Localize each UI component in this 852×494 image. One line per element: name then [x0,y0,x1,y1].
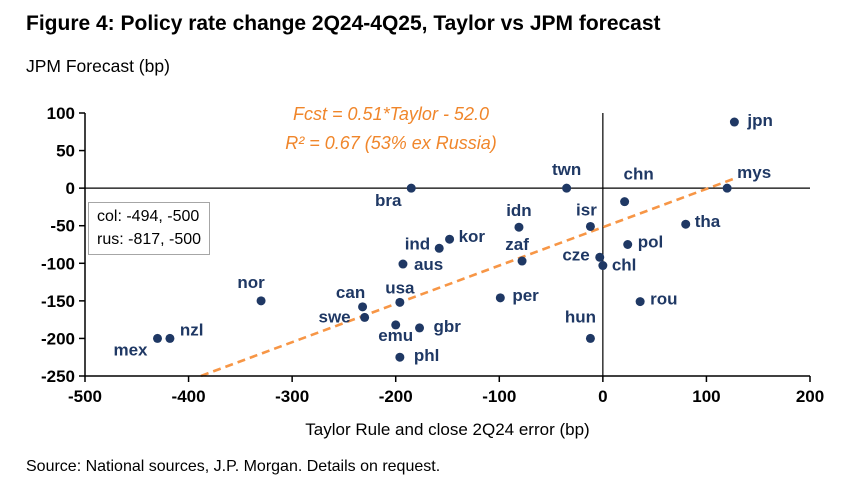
x-tick-label: 200 [796,387,824,406]
x-tick-label: 0 [598,387,607,406]
scatter-plot: 100 50 0 -50 -100 -150 -200 -250-500 -400 -300 -20… [41,104,824,406]
point-label-kor: kor [459,227,486,246]
point-label-jpn: jpn [746,111,773,130]
source-note: Source: National sources, J.P. Morgan. D… [26,458,441,475]
point-label-nor: nor [237,273,265,292]
y-tick-label: -100 [41,254,75,273]
data-point-cze [595,252,605,262]
data-point-jpn [729,117,739,127]
point-label-emu: emu [378,326,413,345]
point-label-phl: phl [414,346,440,365]
x-tick-label: -300 [275,387,309,406]
x-tick-label: -500 [68,387,102,406]
y-tick-label: 100 [47,104,75,123]
data-point-kor [445,234,455,244]
data-point-ind [434,243,444,253]
point-label-ind: ind [405,234,431,253]
point-label-swe: swe [319,307,351,326]
data-point-per [495,293,505,303]
data-point-mex [153,333,162,343]
data-point-nzl [165,333,175,343]
point-label-isr: isr [576,200,597,219]
chart-area: 100 50 0 -50 -100 -150 -200 -250 -500 -400 -300 -20… [0,88,852,418]
point-label-tha: tha [695,212,721,231]
data-point-usa [395,297,405,307]
y-tick-label: 0 [66,179,75,198]
point-label-bra: bra [375,191,402,210]
point-label-cze: cze [562,245,589,264]
point-label-chl: chl [612,256,637,275]
point-label-idn: idn [506,201,532,220]
data-point-nor [256,296,266,306]
data-point-mys [722,183,732,193]
data-point-chl [598,261,608,271]
data-point-emu [391,320,401,330]
data-point-isr [585,221,595,231]
y-tick-label: -200 [41,329,75,348]
point-label-nzl: nzl [180,320,204,339]
data-point-gbr [415,323,425,333]
x-tick-label: 100 [692,387,720,406]
point-label-chn: chn [623,165,653,184]
data-point-hun [585,333,595,343]
y-tick-label: 50 [56,142,75,161]
data-point-rou [635,297,645,307]
x-tick-label: -200 [379,387,413,406]
y-axis-title: JPM Forecast (bp) [26,56,170,76]
x-tick-label: -100 [482,387,516,406]
data-point-twn [562,183,572,193]
x-axis-title: Taylor Rule and close 2Q24 error (bp) [305,420,590,439]
data-point-pol [623,240,633,249]
point-label-mex: mex [113,340,148,359]
point-label-can: can [336,283,365,302]
data-point-phl [395,352,405,362]
point-label-mys: mys [737,163,771,182]
point-label-usa: usa [385,278,415,297]
outlier-callout: col: -494, -500 rus: -817, -500 [88,202,211,255]
data-point-swe [360,312,370,322]
data-point-can [358,302,368,312]
point-label-rou: rou [650,290,677,309]
y-tick-label: -250 [41,367,75,386]
point-label-gbr: gbr [434,317,462,336]
data-point-zaf [517,256,527,266]
data-point-bra [406,183,416,193]
point-label-twn: twn [552,160,581,179]
regression-equation: Fcst = 0.51*Taylor - 52.0 [293,104,489,124]
point-label-hun: hun [565,307,596,326]
point-label-pol: pol [638,233,664,252]
trend-line [200,176,736,378]
point-label-aus: aus [414,255,443,274]
x-tick-label: -400 [172,387,206,406]
point-label-zaf: zaf [505,235,529,254]
outlier-col-value: col: -494, -500 [97,208,200,225]
y-tick-label: -150 [41,292,75,311]
outlier-rus-value: rus: -817, -500 [97,231,202,248]
regression-r-squared: R² = 0.67 (53% ex Russia) [285,133,497,153]
data-point-idn [514,222,524,232]
data-point-aus [398,259,408,269]
regression-annotation: Fcst = 0.51*Taylor - 52.0 R² = 0.67 (53%… [228,100,554,158]
y-tick-label: -50 [50,217,75,236]
point-label-per: per [512,286,539,305]
data-point-chn [620,197,630,207]
figure-title: Figure 4: Policy rate change 2Q24-4Q25, … [26,12,661,35]
data-point-tha [681,219,691,229]
